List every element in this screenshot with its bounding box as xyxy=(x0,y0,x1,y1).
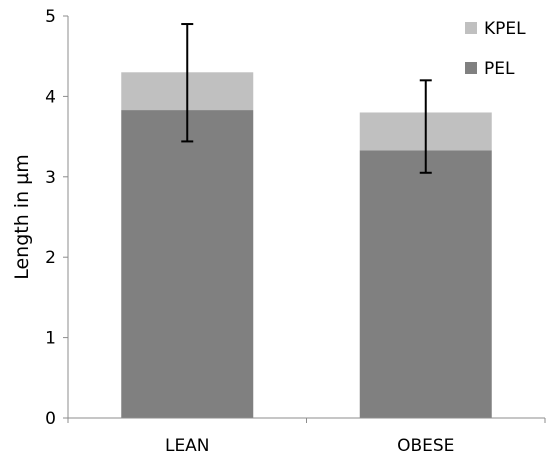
legend: KPEL PEL xyxy=(465,19,526,79)
y-tick-label: 4 xyxy=(45,87,56,107)
y-tick-label: 0 xyxy=(45,409,56,429)
y-tick-label: 5 xyxy=(45,7,56,27)
bars-group xyxy=(121,72,492,419)
x-category-label: OBESE xyxy=(397,436,454,456)
x-ticks-group: LEAN OBESE xyxy=(67,418,546,456)
error-bars-group xyxy=(181,23,432,174)
legend-swatch-pel xyxy=(465,62,477,74)
x-category-label: LEAN xyxy=(165,436,210,456)
bar-pel-obese xyxy=(359,150,492,418)
y-tick-label: 1 xyxy=(45,329,56,349)
legend-label-kpel: KPEL xyxy=(484,19,526,39)
y-ticks-group: 0 1 2 3 4 5 xyxy=(45,7,68,429)
y-tick-label: 3 xyxy=(45,168,56,188)
y-axis-label: Length in µm xyxy=(11,154,33,280)
legend-label-pel: PEL xyxy=(484,59,515,79)
legend-swatch-kpel xyxy=(465,22,477,34)
bar-pel-lean xyxy=(121,110,254,419)
y-tick-label: 2 xyxy=(45,248,56,268)
